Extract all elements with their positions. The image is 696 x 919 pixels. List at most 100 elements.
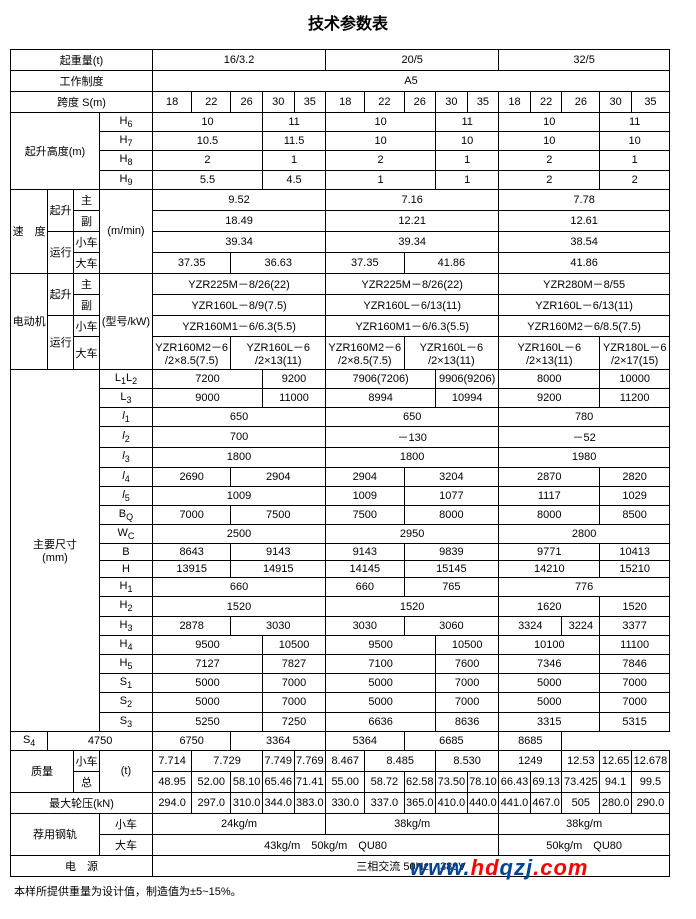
hdr-power: 电 源 (11, 855, 153, 876)
hdr-bridge: 大车 (99, 834, 152, 855)
val: 365.0 (404, 792, 436, 813)
val: 5315 (600, 712, 670, 731)
cap-1: 16/3.2 (152, 50, 325, 71)
val: 2820 (600, 467, 670, 486)
val: 344.0 (262, 792, 294, 813)
hdr-speed: 速 度 (11, 189, 48, 273)
val: 10 (499, 113, 600, 132)
val: 8.467 (326, 750, 365, 771)
val: 12.21 (326, 210, 499, 231)
val: 780 (499, 408, 670, 427)
val: 3030 (231, 616, 326, 635)
val: 8685 (499, 731, 562, 750)
val: 2690 (152, 467, 230, 486)
val: 58.72 (365, 771, 404, 792)
val: 7.729 (192, 750, 263, 771)
val: 7100 (326, 655, 436, 674)
hdr-total: 总 (74, 771, 100, 792)
val: 7346 (499, 655, 600, 674)
val: 10 (436, 132, 499, 151)
val: 10 (152, 113, 262, 132)
sym: H3 (99, 616, 152, 635)
hdr-lift: 起升 (48, 273, 74, 315)
sym: S1 (99, 674, 152, 693)
val: 69.13 (530, 771, 562, 792)
val: 9906(9206) (436, 369, 499, 388)
val: 71.41 (294, 771, 326, 792)
val: 2 (600, 170, 670, 189)
sym-h9: H9 (99, 170, 152, 189)
sym: WC (99, 525, 152, 544)
footnote: 本样所提供重量为设计值，制造值为±5~15%。 (14, 883, 686, 899)
unit-speed: (m/min) (99, 189, 152, 273)
val: 99.5 (631, 771, 669, 792)
val: 12.65 (600, 750, 632, 771)
sym: S3 (99, 712, 152, 731)
hdr-lift: 起升 (48, 189, 74, 231)
hdr-span: 跨度 S(m) (11, 92, 153, 113)
span-col: 22 (365, 92, 404, 113)
val: 9.52 (152, 189, 325, 210)
val: 7000 (152, 505, 230, 524)
val: 10 (326, 132, 436, 151)
val: 38kg/m (326, 813, 499, 834)
val: 440.0 (467, 792, 499, 813)
sym: L3 (99, 388, 152, 407)
val: 2950 (326, 525, 499, 544)
val: 441.0 (499, 792, 531, 813)
val: 1520 (326, 597, 499, 616)
unit-mass: (t) (99, 750, 152, 792)
val: 1117 (499, 486, 600, 505)
val: 2 (152, 151, 262, 170)
val: YZR160L－6/2×13(11) (499, 336, 600, 369)
val: 765 (404, 578, 499, 597)
val: 39.34 (152, 231, 325, 252)
span-col: 30 (262, 92, 294, 113)
sym: l3 (99, 448, 152, 467)
val: 94.1 (600, 771, 632, 792)
val: YZR160M2－6/8.5(7.5) (499, 315, 670, 336)
val: 8643 (152, 544, 230, 561)
val: 24kg/m (152, 813, 325, 834)
val: 9200 (262, 369, 325, 388)
val: 467.0 (530, 792, 562, 813)
val: 1 (436, 151, 499, 170)
val: 9500 (326, 635, 436, 654)
val: 10.5 (152, 132, 262, 151)
val: YZR160L－6/13(11) (499, 294, 670, 315)
val: 66.43 (499, 771, 531, 792)
val: 9771 (499, 544, 600, 561)
val: 5000 (326, 674, 436, 693)
val: 280.0 (600, 792, 632, 813)
val: 9200 (499, 388, 600, 407)
val: 7846 (600, 655, 670, 674)
val: 10000 (600, 369, 670, 388)
val: 9839 (404, 544, 499, 561)
sym: S4 (11, 731, 48, 750)
hdr-wheel: 最大轮压(kN) (11, 792, 153, 813)
sym: l5 (99, 486, 152, 505)
val: 36.63 (231, 252, 326, 273)
span-col: 26 (404, 92, 436, 113)
sym: l2 (99, 427, 152, 448)
val: 3030 (326, 616, 404, 635)
val: 410.0 (436, 792, 468, 813)
val: YZR180L－6/2×17(15) (600, 336, 670, 369)
val: 三相交流 50Hz 380V (152, 855, 669, 876)
val: YZR160L－6/2×13(11) (404, 336, 499, 369)
val: 8994 (326, 388, 436, 407)
val: 3315 (499, 712, 600, 731)
val: 7000 (600, 693, 670, 712)
val: 1 (436, 170, 499, 189)
val: 660 (152, 578, 325, 597)
val: －52 (499, 427, 670, 448)
hdr-trolley: 小车 (74, 315, 100, 336)
sym: BQ (99, 505, 152, 524)
hdr-main: 主 (74, 273, 100, 294)
val: 1009 (326, 486, 404, 505)
val: 5000 (326, 693, 436, 712)
sym: l4 (99, 467, 152, 486)
val: 2 (499, 170, 600, 189)
val: 18.49 (152, 210, 325, 231)
val: 7000 (600, 674, 670, 693)
